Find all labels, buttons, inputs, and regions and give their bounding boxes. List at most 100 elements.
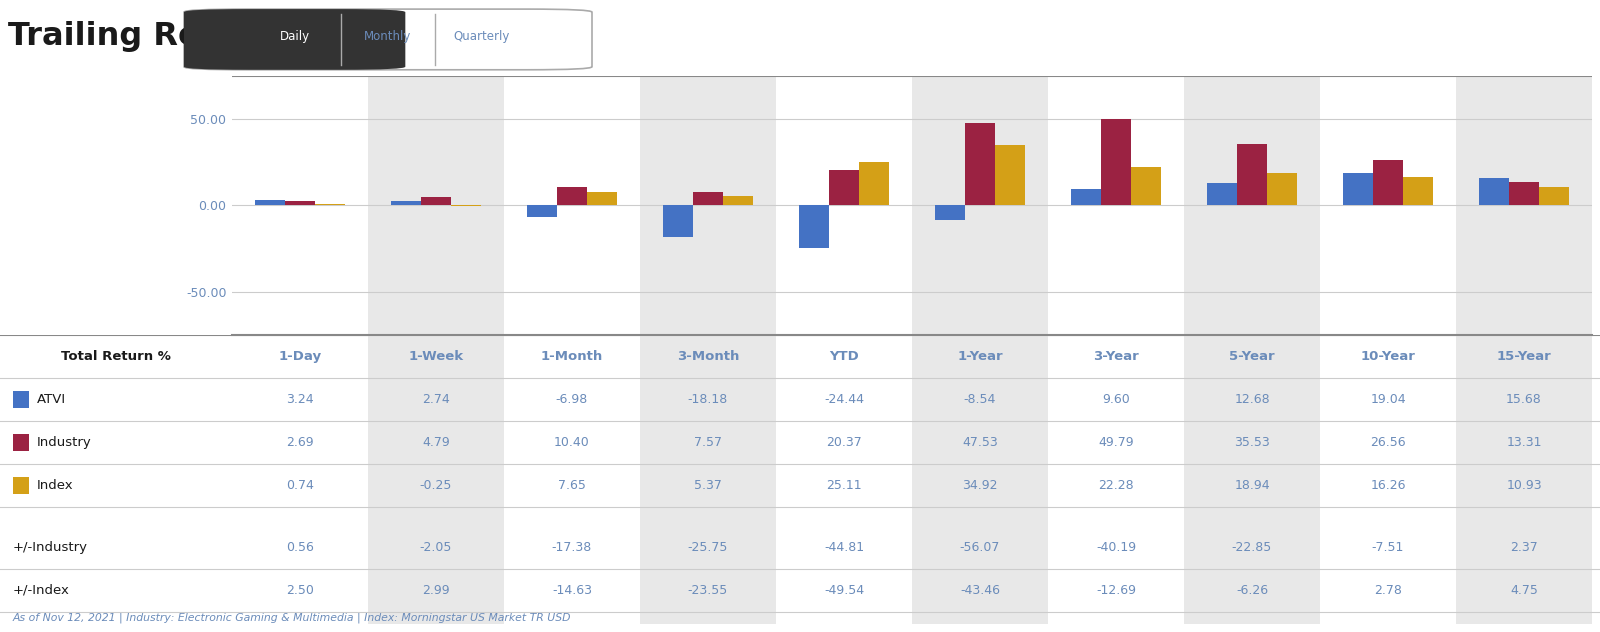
Text: 7.65: 7.65 [558,479,586,492]
Text: 12.68: 12.68 [1234,393,1270,406]
Bar [912,335,1048,624]
Text: 3-Month: 3-Month [677,350,739,363]
Bar [368,76,504,335]
Bar [1237,144,1267,205]
Text: -49.54: -49.54 [824,584,864,597]
Text: -17.38: -17.38 [552,541,592,554]
Text: 2.74: 2.74 [422,393,450,406]
Text: 15.68: 15.68 [1506,393,1542,406]
Text: -14.63: -14.63 [552,584,592,597]
Text: 1-Month: 1-Month [541,350,603,363]
Text: 2.50: 2.50 [286,584,314,597]
Text: 1-Year: 1-Year [957,350,1003,363]
Text: -0.25: -0.25 [419,479,453,492]
Text: Monthly: Monthly [365,30,411,43]
Text: 2.37: 2.37 [1510,541,1538,554]
Text: 49.79: 49.79 [1098,436,1134,449]
Bar [13,477,29,494]
Text: 4.75: 4.75 [1510,584,1538,597]
Text: 25.11: 25.11 [826,479,862,492]
Text: -6.98: -6.98 [555,393,589,406]
Bar [829,170,859,205]
Text: -2.05: -2.05 [419,541,453,554]
Text: 2.69: 2.69 [286,436,314,449]
Text: ATVI: ATVI [37,393,66,406]
Text: 18.94: 18.94 [1234,479,1270,492]
Text: +/-Industry: +/-Industry [13,541,88,554]
Text: 7.57: 7.57 [694,436,722,449]
Bar [13,391,29,408]
Text: 16.26: 16.26 [1370,479,1406,492]
Bar [1478,178,1509,205]
Bar [723,196,754,205]
Bar [912,76,1048,335]
Text: 47.53: 47.53 [962,436,998,449]
Text: 3-Year: 3-Year [1093,350,1139,363]
Bar [1342,173,1373,205]
Bar [1131,167,1162,205]
Text: 4.79: 4.79 [422,436,450,449]
Text: -24.44: -24.44 [824,393,864,406]
Text: -23.55: -23.55 [688,584,728,597]
Bar [421,197,451,205]
Text: 5.37: 5.37 [694,479,722,492]
Text: -6.26: -6.26 [1235,584,1269,597]
Text: 5-Year: 5-Year [1229,350,1275,363]
Bar [965,123,995,205]
Text: 3.24: 3.24 [286,393,314,406]
Bar [368,335,504,624]
Bar [798,205,829,248]
FancyBboxPatch shape [184,9,405,70]
Text: 0.56: 0.56 [286,541,314,554]
Text: -22.85: -22.85 [1232,541,1272,554]
Text: 22.28: 22.28 [1098,479,1134,492]
Text: 9.60: 9.60 [1102,393,1130,406]
Bar [1184,335,1320,624]
Bar [995,145,1026,205]
Bar [693,192,723,205]
Text: As of Nov 12, 2021 | Industry: Electronic Gaming & Multimedia | Index: Morningst: As of Nov 12, 2021 | Industry: Electroni… [13,612,571,623]
Text: Trailing Returns: Trailing Returns [8,21,296,52]
Text: 34.92: 34.92 [962,479,998,492]
Text: Index: Index [37,479,74,492]
Bar [390,201,421,205]
Bar [1373,159,1403,205]
Bar [1206,183,1237,205]
Text: -8.54: -8.54 [963,393,997,406]
Text: -56.07: -56.07 [960,541,1000,554]
Bar [557,188,587,205]
Text: 19.04: 19.04 [1370,393,1406,406]
Bar [254,200,285,205]
FancyBboxPatch shape [184,9,592,70]
Text: Total Return %: Total Return % [61,350,171,363]
Text: 10.93: 10.93 [1506,479,1542,492]
Text: -25.75: -25.75 [688,541,728,554]
Bar [934,205,965,220]
Text: -43.46: -43.46 [960,584,1000,597]
Bar [285,201,315,205]
Bar [1184,76,1320,335]
Bar [662,205,693,237]
Text: 0.74: 0.74 [286,479,314,492]
Bar [1539,186,1570,205]
Text: 13.31: 13.31 [1506,436,1542,449]
Text: YTD: YTD [829,350,859,363]
Text: -12.69: -12.69 [1096,584,1136,597]
Text: 1-Week: 1-Week [408,350,464,363]
Text: 15-Year: 15-Year [1496,350,1552,363]
Text: Industry: Industry [37,436,91,449]
Text: -7.51: -7.51 [1371,541,1405,554]
Bar [859,162,890,205]
Bar [640,76,776,335]
Text: 26.56: 26.56 [1370,436,1406,449]
Text: 1-Day: 1-Day [278,350,322,363]
Bar [1403,178,1434,205]
Text: -40.19: -40.19 [1096,541,1136,554]
Text: 2.99: 2.99 [422,584,450,597]
Text: Quarterly: Quarterly [453,30,509,43]
Bar [1509,183,1539,205]
Bar [640,335,776,624]
Text: 10-Year: 10-Year [1360,350,1416,363]
Text: 10.40: 10.40 [554,436,590,449]
Bar [526,205,557,217]
